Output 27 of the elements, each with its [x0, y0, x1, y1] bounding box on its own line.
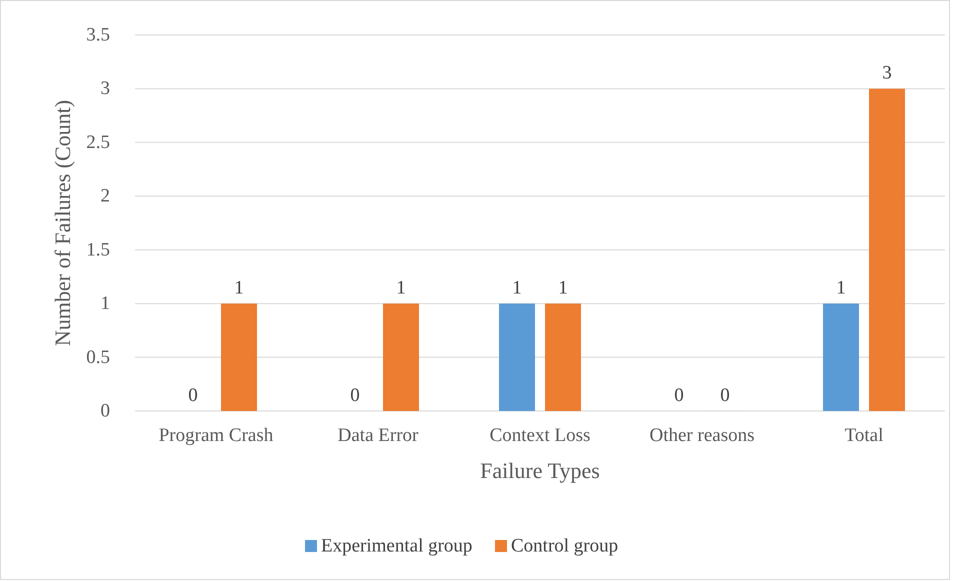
y-tick-label: 2.5: [86, 132, 110, 153]
x-tick-label: Total: [844, 425, 884, 446]
data-label: 1: [512, 278, 522, 299]
data-label: 1: [234, 278, 244, 299]
legend-label: Control group: [511, 536, 618, 556]
x-tick-label: Data Error: [338, 425, 420, 446]
x-tick-label: Program Crash: [158, 425, 274, 446]
x-tick-label: Context Loss: [490, 425, 590, 446]
y-tick-label: 1: [100, 293, 110, 314]
x-axis-title: Failure Types: [480, 458, 600, 483]
y-tick-label: 3: [100, 78, 110, 100]
y-tick-label: 0.5: [86, 346, 110, 368]
data-label: 0: [188, 385, 198, 406]
y-tick-label: 3.5: [86, 24, 110, 46]
legend-label: Experimental group: [321, 536, 472, 556]
y-axis-title: Number of Failures (Count): [50, 100, 75, 346]
y-tick-label: 1.5: [86, 239, 110, 260]
data-label: 3: [882, 62, 892, 84]
y-tick-label: 2: [100, 186, 110, 207]
data-label: 1: [396, 278, 406, 299]
data-label: 1: [836, 278, 846, 299]
y-tick-label: 0: [100, 400, 110, 422]
data-label: 0: [674, 385, 684, 406]
data-label: 0: [350, 385, 360, 406]
data-label: 0: [720, 385, 730, 406]
x-tick-label: Other reasons: [650, 425, 754, 446]
data-label: 1: [558, 278, 568, 299]
